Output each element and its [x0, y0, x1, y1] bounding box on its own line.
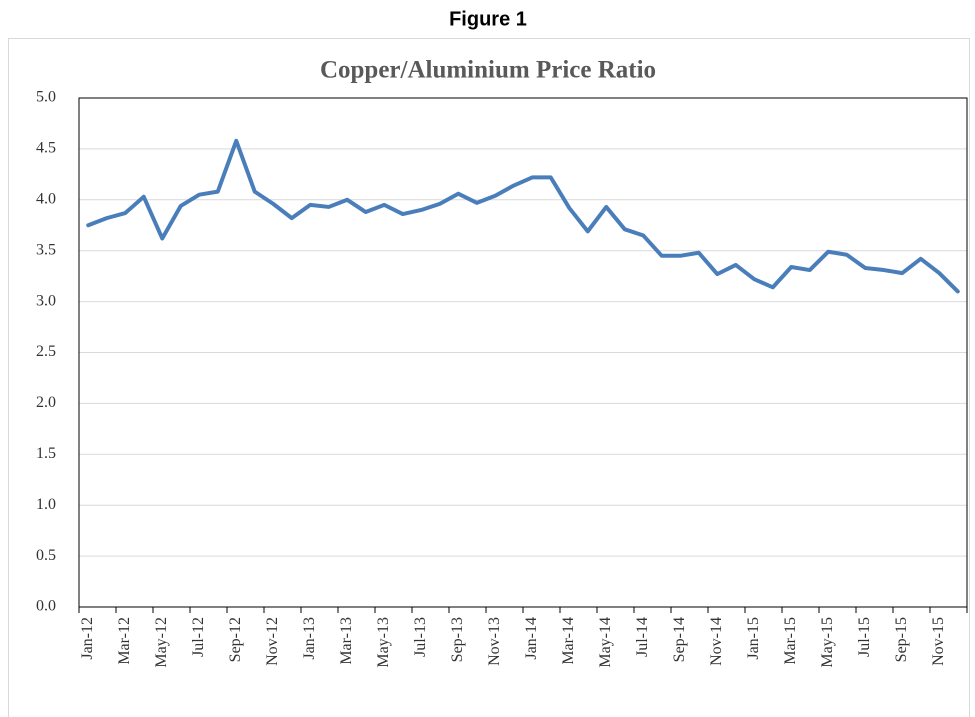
y-tick-label: 0.5	[36, 547, 56, 564]
chart-frame	[8, 38, 970, 717]
x-tick-label: Sep-12	[227, 617, 244, 662]
line-series	[86, 138, 960, 294]
x-tick-label: Nov-13	[486, 617, 503, 666]
y-tick-label: 2.5	[36, 343, 56, 360]
y-tick-label: 5.0	[36, 89, 56, 106]
x-tick-label: Jan-13	[301, 617, 318, 660]
x-tick-label: Mar-12	[116, 617, 133, 665]
chart-title: Copper/Aluminium Price Ratio	[320, 57, 656, 84]
x-tick-label: Nov-12	[264, 617, 281, 666]
figure-label: Figure 1	[449, 8, 527, 30]
x-tick-label: May-13	[375, 617, 392, 668]
y-tick-label: 3.5	[36, 241, 56, 258]
x-tick-label: Nov-15	[930, 617, 947, 666]
x-tick-label: Jul-14	[634, 617, 651, 657]
x-tick-label: Mar-13	[338, 617, 355, 665]
x-tick-label: Jul-15	[856, 617, 873, 657]
x-tick-label: Nov-14	[708, 617, 725, 666]
x-tick-label: Sep-15	[893, 617, 910, 662]
y-tick-label: 0.0	[36, 598, 56, 615]
x-tick-label: Mar-15	[782, 617, 799, 665]
x-tick-label: Sep-14	[671, 617, 688, 662]
y-tick-label: 1.5	[36, 445, 56, 462]
y-tick-label: 4.5	[36, 140, 56, 157]
x-tick-label: Jan-14	[523, 617, 540, 660]
y-tick-label: 4.0	[36, 190, 56, 207]
x-tick-label: May-14	[597, 617, 614, 668]
x-tick-label: May-12	[153, 617, 170, 668]
y-tick-label: 1.0	[36, 496, 56, 513]
x-tick-label: Jan-15	[745, 617, 762, 660]
y-tick-label: 2.0	[36, 394, 56, 411]
x-tick-label: May-15	[819, 617, 836, 668]
x-tick-label: Mar-14	[560, 617, 577, 665]
x-tick-label: Jan-12	[79, 617, 96, 660]
y-tick-label: 3.0	[36, 292, 56, 309]
x-tick-label: Jul-12	[190, 617, 207, 657]
x-tick-label: Jul-13	[412, 617, 429, 657]
x-tick-label: Sep-13	[449, 617, 466, 662]
